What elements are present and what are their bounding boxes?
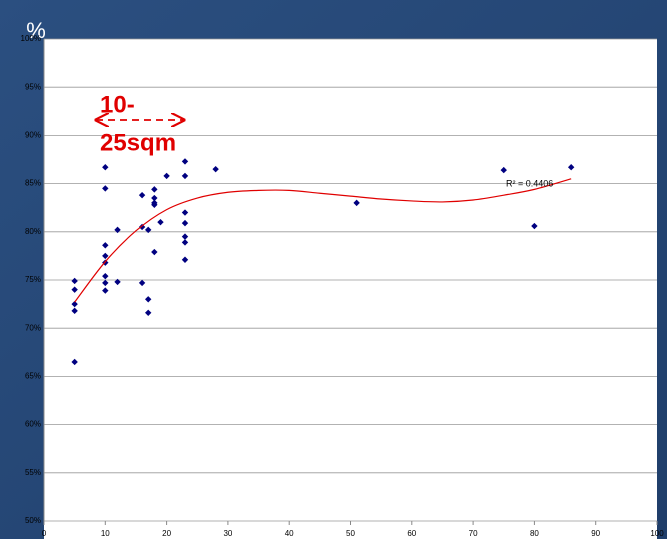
point xyxy=(145,226,152,234)
point xyxy=(181,209,189,216)
x-tick-label: 70 xyxy=(469,529,478,538)
x-tick-label: 40 xyxy=(285,529,294,538)
point xyxy=(71,277,78,285)
y-tick-label: 90% xyxy=(25,131,41,140)
x-tick-label: 90 xyxy=(591,529,600,538)
y-axis-unit: % xyxy=(26,18,46,43)
x-tick-label: 20 xyxy=(162,529,171,538)
point xyxy=(181,233,189,240)
r-squared-label: R² = 0.4406 xyxy=(506,178,553,188)
point xyxy=(102,252,109,260)
point xyxy=(181,172,189,180)
point xyxy=(181,219,189,227)
trendline xyxy=(74,178,572,303)
point xyxy=(151,248,158,256)
point xyxy=(102,164,109,171)
point xyxy=(163,172,170,180)
point xyxy=(138,191,146,199)
point xyxy=(71,286,78,293)
y-tick-label: 75% xyxy=(25,275,41,284)
point xyxy=(138,279,146,287)
point xyxy=(145,296,152,303)
point xyxy=(102,272,109,280)
point xyxy=(71,307,78,315)
point xyxy=(151,194,158,202)
point xyxy=(181,239,189,246)
point xyxy=(102,279,109,287)
point xyxy=(151,186,158,193)
grid: 50% 55% 60% 65% 70% 75% 80% 85% 90% 95% 100% 0 10 20 3… xyxy=(21,34,665,538)
point xyxy=(212,165,219,173)
y-tick-label: 70% xyxy=(25,323,41,332)
x-tick-label: 30 xyxy=(223,529,232,538)
y-tick-label: 60% xyxy=(25,420,41,429)
point xyxy=(102,242,109,249)
point xyxy=(138,223,146,231)
x-tick-label: 100 xyxy=(650,529,664,538)
point xyxy=(71,300,78,308)
y-tick-label: 100% xyxy=(21,34,41,43)
point xyxy=(102,185,109,192)
point xyxy=(157,218,164,226)
point xyxy=(567,164,575,171)
x-tick-label: 10 xyxy=(101,529,110,538)
y-tick-label: 85% xyxy=(25,179,41,188)
point xyxy=(145,309,152,316)
y-tick-label: 65% xyxy=(25,372,41,381)
annotation: 25sqm xyxy=(100,129,176,156)
annotation: 10- xyxy=(100,91,135,118)
x-tick-label: 80 xyxy=(530,529,539,538)
point xyxy=(71,358,78,366)
point xyxy=(353,199,360,207)
y-tick-label: 95% xyxy=(25,82,41,91)
y-tick-label: 50% xyxy=(25,516,41,525)
point xyxy=(181,158,189,165)
plot-area xyxy=(44,39,657,539)
point xyxy=(531,222,538,230)
y-tick-label: 80% xyxy=(25,227,41,236)
point xyxy=(500,166,507,174)
point xyxy=(151,201,158,209)
point xyxy=(102,287,109,294)
marks xyxy=(71,158,575,366)
point xyxy=(181,256,189,263)
x-tick-label: 60 xyxy=(407,529,416,538)
y-tick-label: 55% xyxy=(25,468,41,477)
point xyxy=(114,226,121,234)
x-tick-label: 0 xyxy=(42,529,47,538)
point xyxy=(114,278,121,286)
x-tick-label: 50 xyxy=(346,529,355,538)
